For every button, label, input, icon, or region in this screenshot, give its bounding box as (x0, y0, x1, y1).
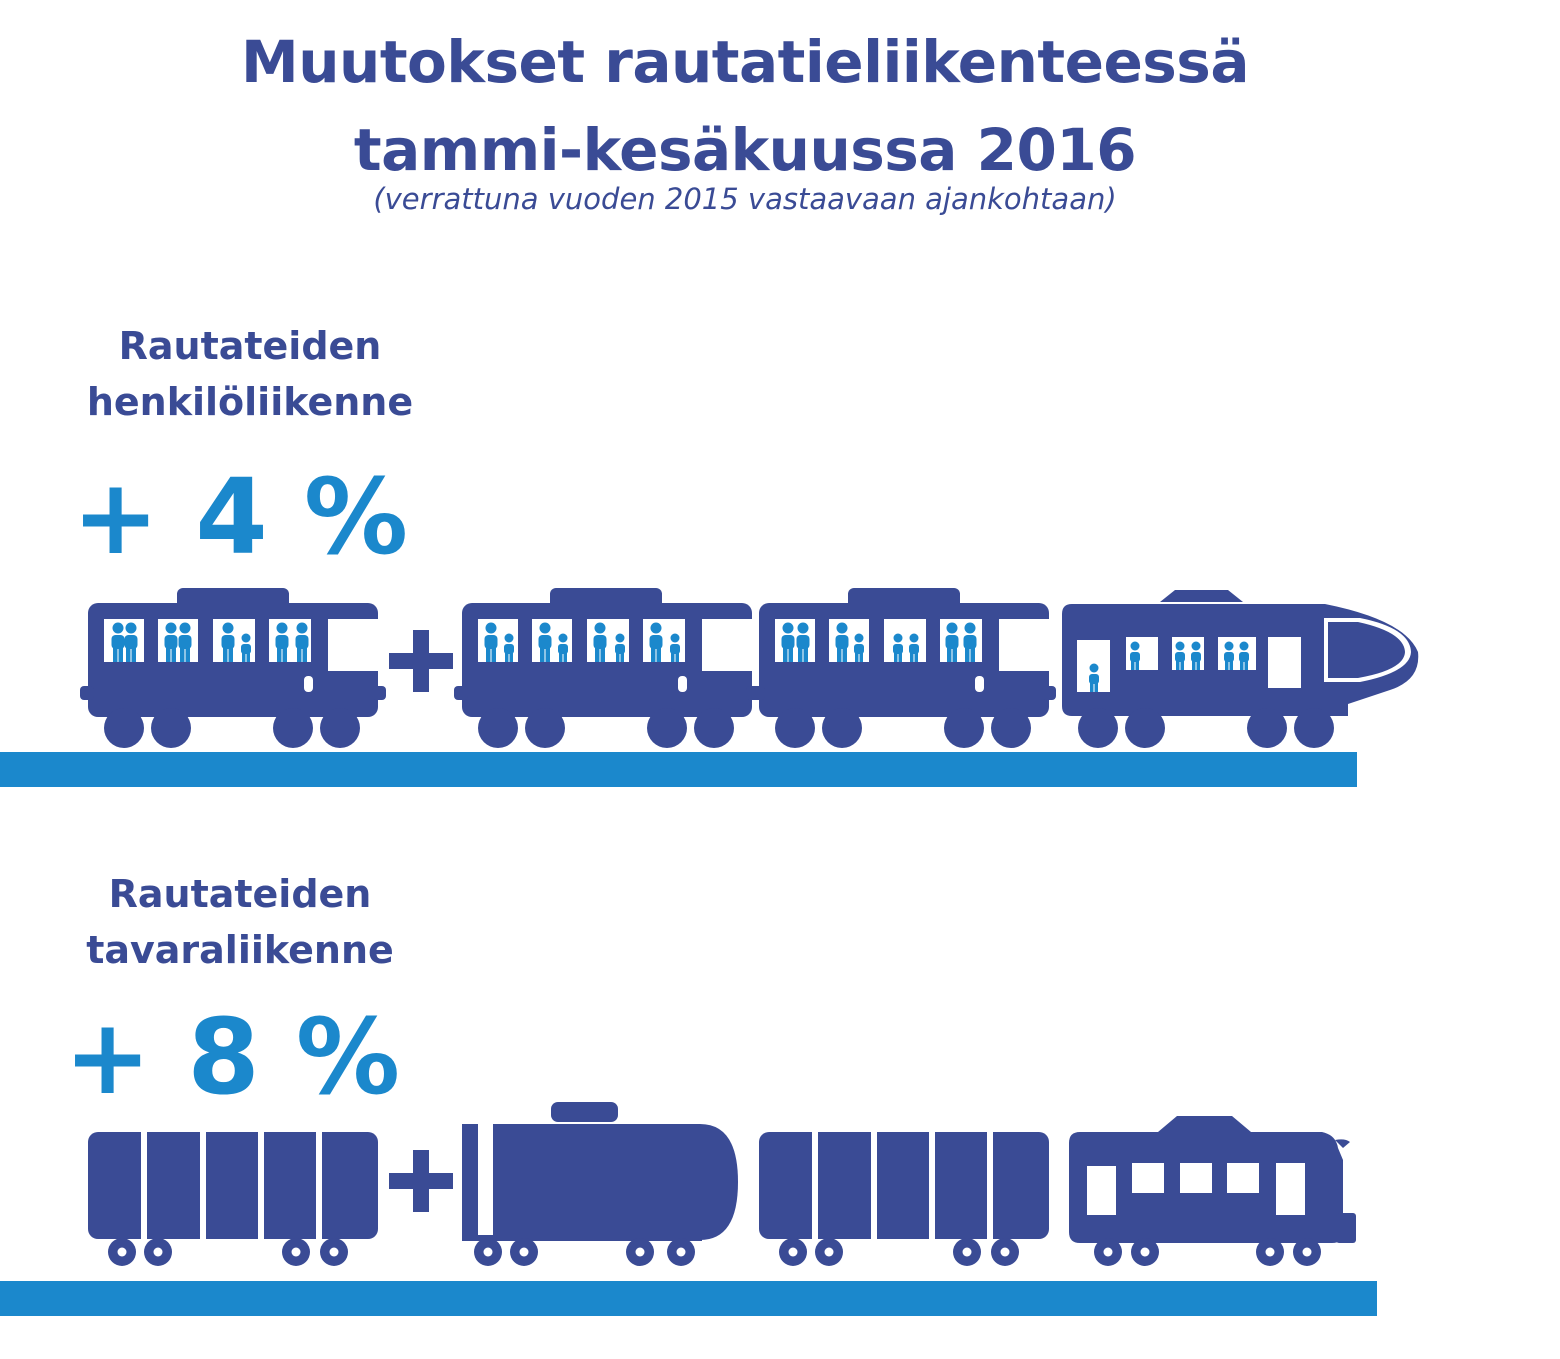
freight-boxcar-2 (759, 1132, 1049, 1266)
passenger-car-1 (80, 588, 386, 748)
page-subtitle: (verrattuna vuoden 2015 vastaavaan ajank… (373, 182, 1117, 216)
passenger-rail (0, 752, 1357, 787)
freight-locomotive (1069, 1116, 1356, 1266)
passenger-locomotive (1062, 590, 1419, 748)
passenger-change-value: + 4 % (72, 456, 409, 578)
page-title-line2: tammi-kesäkuussa 2016 (353, 116, 1137, 184)
passenger-car-3 (751, 588, 1056, 748)
freight-label-line2: tavaraliikenne (86, 928, 394, 972)
coupling-plus-1 (389, 630, 453, 692)
page-title-line1: Muutokset rautatieliikenteessä (241, 28, 1249, 96)
passenger-label: Rautateiden henkilöliikenne (60, 318, 440, 430)
passenger-label-line2: henkilöliikenne (86, 380, 414, 424)
coupling-plus-2 (389, 1150, 453, 1212)
passenger-car-2 (454, 588, 760, 748)
freight-label: Rautateiden tavaraliikenne (50, 866, 430, 978)
freight-change-value: + 8 % (64, 996, 401, 1118)
freight-label-line1: Rautateiden (108, 872, 372, 916)
passenger-label-line1: Rautateiden (118, 324, 382, 368)
freight-tanker (462, 1102, 738, 1266)
freight-boxcar-1 (88, 1132, 378, 1266)
freight-rail (0, 1281, 1377, 1316)
